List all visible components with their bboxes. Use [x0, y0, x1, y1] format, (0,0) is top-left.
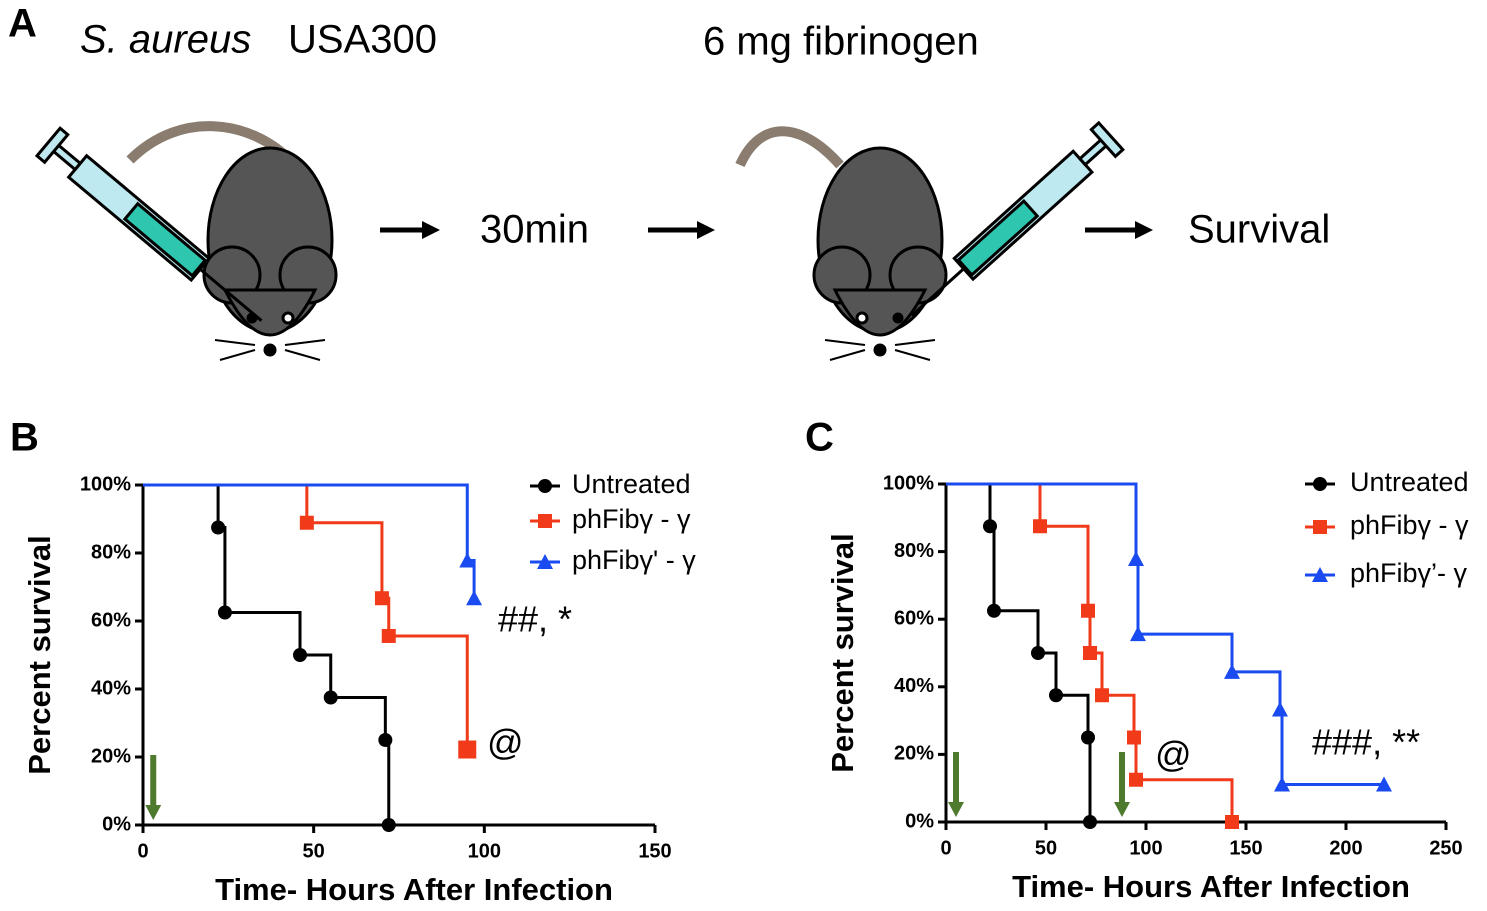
- legend-label: phFibγ’- γ: [1350, 558, 1468, 588]
- organism: S. aureus: [80, 18, 251, 62]
- marker: [374, 591, 389, 606]
- annotation: ###, **: [1312, 722, 1420, 763]
- x-tick-label: 200: [1329, 837, 1362, 859]
- x-tick-label: 0: [137, 840, 148, 862]
- marker: [458, 740, 477, 759]
- marker: [1225, 815, 1239, 829]
- y-tick-label: 100%: [80, 473, 131, 495]
- interval: 30min: [480, 208, 589, 252]
- syringe-illustration: [910, 120, 1125, 317]
- marker: [1083, 646, 1097, 660]
- legend-marker: [1313, 477, 1327, 491]
- arrows: [380, 221, 1153, 239]
- marker: [987, 603, 1001, 618]
- marker: [1130, 626, 1146, 642]
- annotation: @: [1155, 734, 1192, 775]
- y-tick-label: 60%: [91, 609, 131, 631]
- treatment-arrow: [1114, 752, 1130, 817]
- x-tick-label: 100: [468, 840, 501, 862]
- treatment-arrow: [948, 752, 964, 817]
- mouse-illustration: [735, 126, 948, 361]
- legend-label: phFibγ' - γ: [572, 545, 696, 575]
- y-tick-label: 60%: [894, 607, 934, 629]
- outcome: Survival: [1188, 208, 1330, 252]
- legend-marker: [538, 479, 552, 493]
- y-tick-label: 0%: [102, 813, 131, 835]
- y-tick-label: 0%: [905, 810, 934, 832]
- marker: [1083, 815, 1097, 829]
- survival-line: [946, 482, 1092, 822]
- marker: [1274, 776, 1290, 792]
- marker: [1031, 646, 1045, 660]
- marker: [1049, 688, 1063, 703]
- marker: [211, 520, 226, 535]
- marker: [293, 648, 308, 662]
- treatment: 6 mg fibrinogen: [703, 20, 979, 64]
- marker: [1095, 688, 1109, 703]
- legend-label: Untreated: [1350, 467, 1469, 497]
- marker: [1376, 776, 1392, 792]
- annotation: @: [487, 722, 524, 763]
- x-tick-label: 150: [638, 840, 671, 862]
- strain: USA300: [288, 18, 437, 62]
- marker: [983, 519, 997, 534]
- legend-marker: [537, 554, 553, 569]
- x-tick-label: 0: [940, 837, 951, 859]
- syringe-illustration: [34, 126, 263, 322]
- x-axis-label: Time- Hours After Infection: [1012, 869, 1410, 904]
- y-tick-label: 20%: [894, 743, 934, 765]
- legend-marker: [1313, 520, 1327, 534]
- marker: [1129, 772, 1143, 787]
- y-axis-label: Percent survival: [825, 533, 860, 773]
- marker: [323, 690, 338, 705]
- panel-label: A: [8, 2, 37, 46]
- x-axis-label: Time- Hours After Infection: [215, 872, 613, 907]
- y-axis-label: Percent survival: [22, 535, 57, 775]
- survival-line: [143, 483, 391, 825]
- x-tick-label: 100: [1129, 837, 1162, 859]
- marker: [1081, 603, 1095, 618]
- mouse-illustration: [126, 121, 338, 361]
- legend-marker: [1312, 567, 1328, 582]
- legend-label: phFibγ - γ: [1350, 510, 1469, 540]
- marker: [217, 605, 232, 620]
- survival-line: [946, 482, 1384, 786]
- marker: [299, 515, 314, 530]
- x-tick-label: 150: [1229, 837, 1262, 859]
- marker: [1128, 551, 1144, 567]
- marker: [459, 552, 476, 568]
- survival-line: [143, 483, 476, 599]
- y-tick-label: 20%: [91, 745, 131, 767]
- marker: [1224, 663, 1240, 679]
- marker: [381, 628, 396, 643]
- panel-label: C: [805, 416, 834, 460]
- legend-marker: [538, 514, 552, 528]
- treatment-arrow: [145, 755, 162, 820]
- marker: [378, 733, 393, 747]
- y-tick-label: 80%: [91, 541, 131, 563]
- marker: [1272, 701, 1288, 717]
- x-tick-label: 50: [1035, 837, 1057, 859]
- y-tick-label: 80%: [894, 540, 934, 562]
- x-tick-label: 250: [1429, 837, 1462, 859]
- marker: [381, 818, 396, 832]
- y-tick-label: 100%: [883, 472, 934, 494]
- marker: [1033, 519, 1047, 534]
- survival-line: [946, 482, 1234, 822]
- marker: [1081, 730, 1095, 745]
- y-tick-label: 40%: [894, 675, 934, 697]
- legend-label: phFibγ - γ: [572, 504, 691, 534]
- y-tick-label: 40%: [91, 677, 131, 699]
- legend-label: Untreated: [572, 469, 691, 499]
- panel-label: B: [10, 416, 39, 460]
- annotation: ##, *: [498, 599, 572, 640]
- x-tick-label: 50: [303, 840, 325, 862]
- marker: [466, 590, 483, 606]
- marker: [1127, 730, 1141, 745]
